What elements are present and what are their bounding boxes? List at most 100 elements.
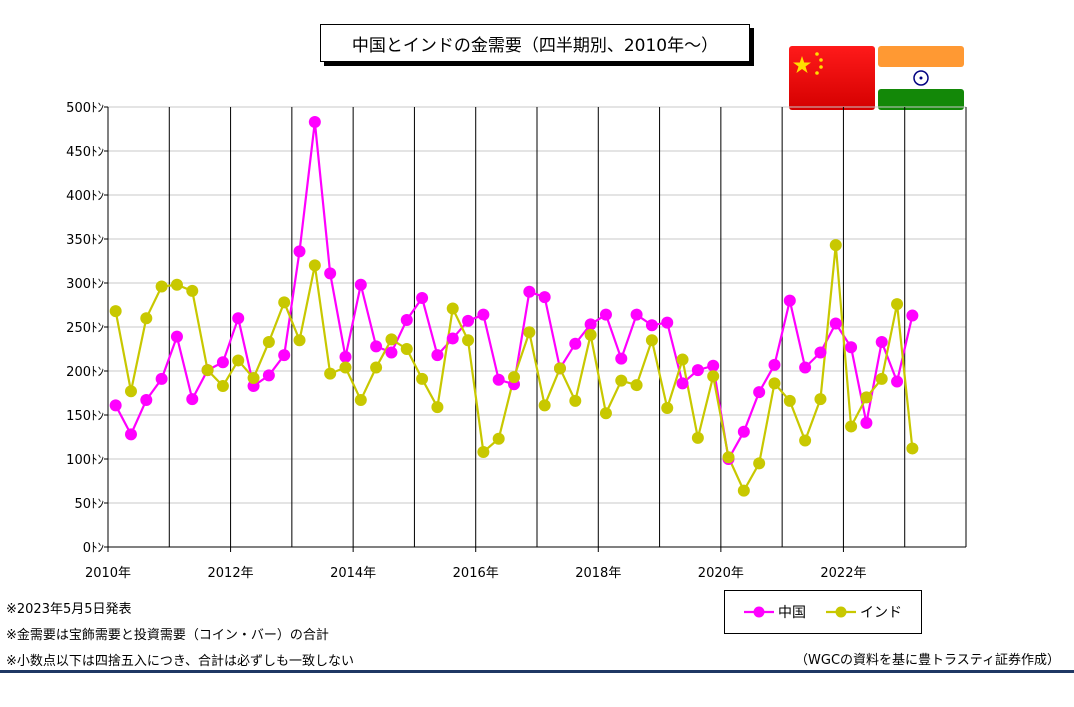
india-data-point [155, 280, 168, 293]
india-data-point [875, 372, 888, 385]
china-data-point [170, 330, 183, 343]
india-data-point [477, 445, 490, 458]
india-data-point [339, 361, 352, 374]
india-data-point [707, 370, 720, 383]
india-data-point [416, 372, 429, 385]
source-note: （WGCの資料を基に豊トラスティ証券作成） [795, 653, 1060, 668]
india-data-point [186, 284, 199, 297]
chart-title: 中国とインドの金需要（四半期別、2010年～） [320, 24, 750, 62]
india-data-point [814, 393, 827, 406]
x-tick-label: 2016年 [453, 566, 499, 581]
china-data-point [661, 316, 674, 329]
india-data-point [737, 484, 750, 497]
x-tick-label: 2022年 [820, 566, 866, 581]
x-tick-label: 2010年 [85, 566, 131, 581]
y-tick-label: 0ﾄﾝ [83, 541, 104, 556]
note-rounding: ※小数点以下は四捨五入につき、合計は必ずしも一致しない [6, 654, 354, 669]
india-data-point [768, 377, 781, 390]
x-tick-label: 2012年 [208, 566, 254, 581]
china-data-point [829, 317, 842, 330]
y-tick-label: 500ﾄﾝ [66, 101, 104, 116]
china-data-point [630, 308, 643, 321]
india-data-point [324, 367, 337, 380]
india-data-point [845, 420, 858, 433]
china-data-point [891, 375, 904, 388]
china-data-point [599, 308, 612, 321]
china-data-point [768, 358, 781, 371]
india-series-line [114, 245, 914, 494]
china-data-point [691, 364, 704, 377]
india-data-point [676, 353, 689, 366]
legend: 中国 インド [724, 590, 922, 634]
india-data-point [645, 334, 658, 347]
india-data-point [308, 259, 321, 272]
x-tick-label: 2014年 [330, 566, 376, 581]
note-release-date: ※2023年5月5日発表 [6, 602, 132, 617]
china-data-point [354, 278, 367, 291]
note-demand-definition: ※金需要は宝飾需要と投資需要（コイン・バー）の合計 [6, 628, 329, 643]
india-data-point [508, 371, 521, 384]
y-tick-label: 250ﾄﾝ [66, 321, 104, 336]
india-data-point [553, 362, 566, 375]
india-data-point [262, 335, 275, 348]
china-data-point [385, 346, 398, 359]
china-data-point [140, 394, 153, 407]
india-data-point [216, 379, 229, 392]
india-data-point [829, 239, 842, 252]
india-data-point [140, 312, 153, 325]
china-data-point [155, 372, 168, 385]
india-series-marker-icon [826, 606, 856, 618]
china-data-point [707, 359, 720, 372]
y-tick-label: 300ﾄﾝ [66, 277, 104, 292]
china-data-point [645, 319, 658, 332]
india-data-point [906, 442, 919, 455]
india-data-point [799, 434, 812, 447]
india-data-point [753, 457, 766, 470]
india-data-point [293, 334, 306, 347]
x-tick-label: 2018年 [575, 566, 621, 581]
china-data-point [569, 337, 582, 350]
china-data-point [737, 425, 750, 438]
tick-labels: 500ﾄﾝ 450ﾄﾝ 400ﾄﾝ 350ﾄﾝ 300ﾄﾝ 250ﾄﾝ 200ﾄﾝ 150ﾄﾝ… [66, 101, 866, 581]
china-data-point [753, 386, 766, 399]
china-data-point [186, 393, 199, 406]
series-lines [109, 115, 919, 497]
legend-label-india: インド [860, 605, 902, 621]
india-data-point [661, 401, 674, 414]
china-flag-icon [789, 46, 875, 110]
china-data-point [906, 309, 919, 322]
x-tick-label: 2020年 [698, 566, 744, 581]
india-data-point [860, 391, 873, 404]
china-data-point [339, 350, 352, 363]
india-data-point [462, 334, 475, 347]
china-data-point [109, 399, 122, 412]
india-data-point [247, 372, 260, 385]
china-data-point [324, 267, 337, 280]
india-data-point [431, 401, 444, 414]
india-data-point [232, 354, 245, 367]
china-data-point [860, 416, 873, 429]
legend-item-india: インド [826, 602, 902, 622]
china-data-point [799, 361, 812, 374]
china-data-point [615, 352, 628, 365]
china-data-point [538, 291, 551, 304]
india-data-point [446, 302, 459, 315]
india-data-point [278, 296, 291, 309]
india-data-point [599, 407, 612, 420]
india-data-point [615, 374, 628, 387]
china-data-point [446, 332, 459, 345]
y-tick-label: 350ﾄﾝ [66, 233, 104, 248]
china-data-point [400, 313, 413, 326]
legend-item-china: 中国 [744, 602, 806, 622]
india-data-point [109, 305, 122, 318]
india-data-point [370, 361, 383, 374]
india-data-point [385, 333, 398, 346]
india-data-point [891, 298, 904, 311]
china-data-point [492, 373, 505, 386]
india-data-point [722, 451, 735, 464]
india-data-point [124, 385, 137, 398]
china-data-point [370, 340, 383, 353]
bottom-divider [0, 670, 1074, 673]
y-tick-label: 200ﾄﾝ [66, 365, 104, 380]
